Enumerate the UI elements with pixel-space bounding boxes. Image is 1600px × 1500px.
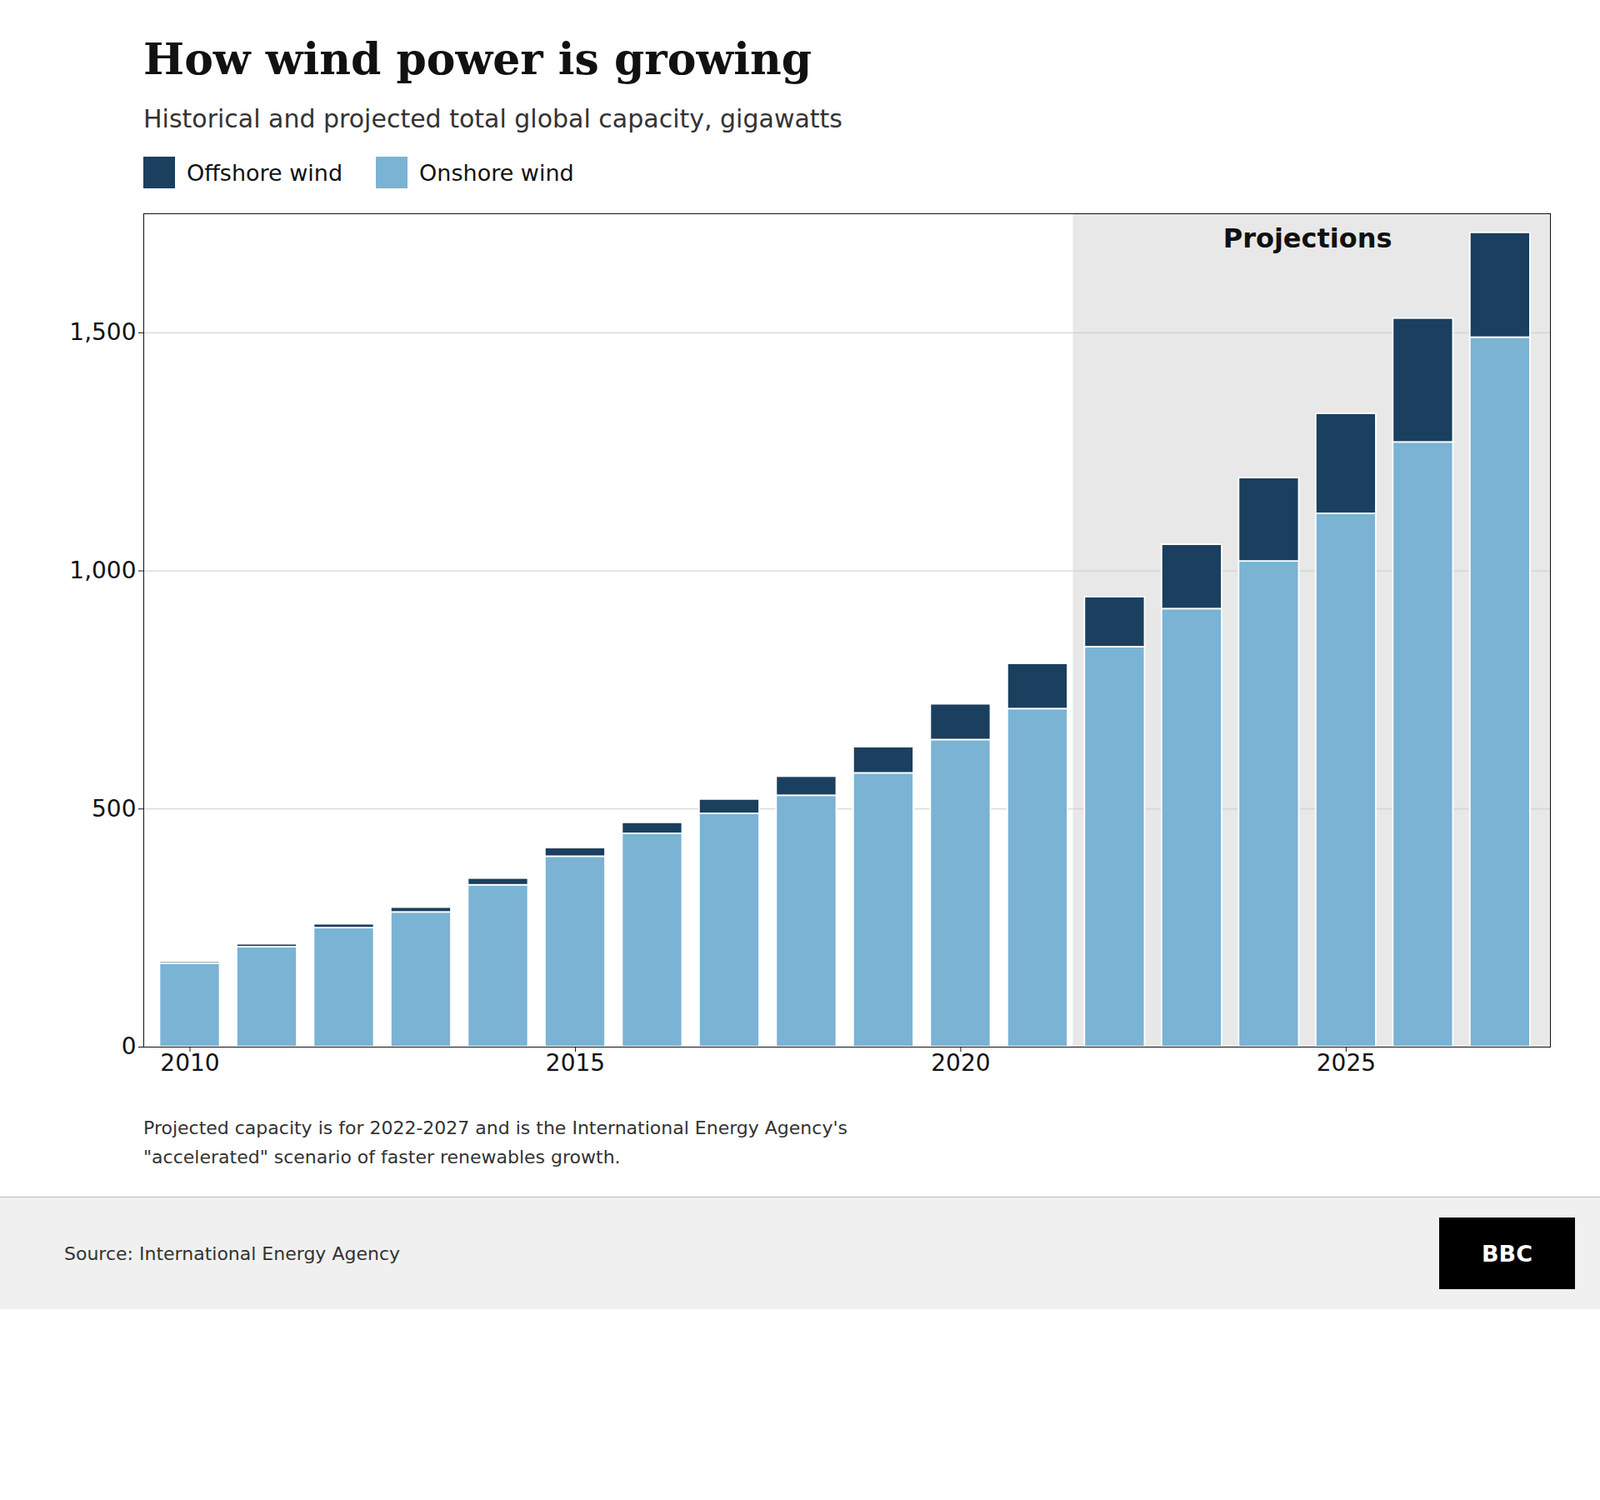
html-text:Source: International Energy A: Source: International Energy Agency [64,1243,400,1265]
svg-text:1,000: 1,000 [69,556,136,585]
svg-text:1,500: 1,500 [69,318,136,346]
html-text:Historical and projected total: Historical and projected total global ca… [143,104,843,134]
svg-text:0: 0 [121,1032,137,1060]
html-text:Projected capacity is for 2022: Projected capacity is for 2022-2027 and … [143,1117,848,1139]
svg-text:500: 500 [91,795,136,823]
html-text:"accelerated" scenario of fast: "accelerated" scenario of faster renewab… [143,1146,621,1168]
svg-text:2010: 2010 [160,1049,220,1077]
svg-text:2025: 2025 [1316,1049,1376,1077]
html-text:Onshore wind: Onshore wind [419,159,574,186]
html-text:BBC: BBC [1481,1240,1533,1267]
html-text:Offshore wind: Offshore wind [186,159,343,186]
html-text:How wind power is growing: How wind power is growing [143,33,812,85]
svg-text:Projections: Projections [1223,222,1393,255]
svg-text:2015: 2015 [545,1049,605,1077]
svg-text:2020: 2020 [930,1049,990,1077]
